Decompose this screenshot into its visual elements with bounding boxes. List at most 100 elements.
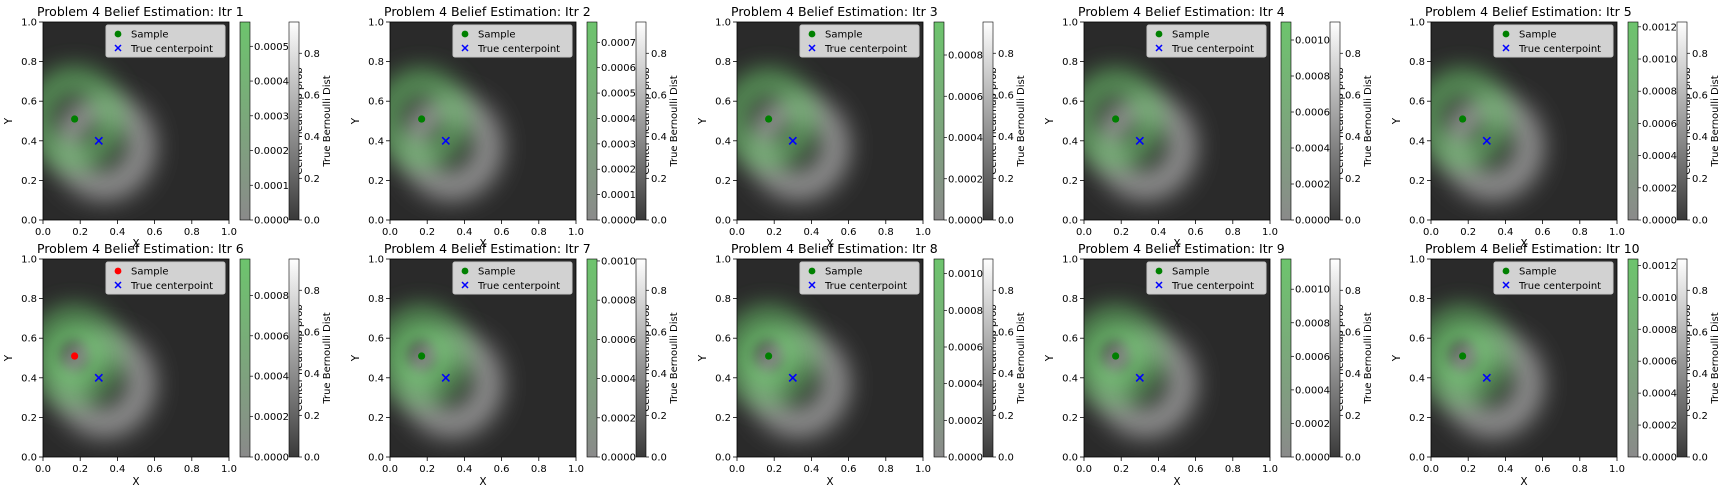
colorbar-bernoulli-tick-label: 0.4 [651, 132, 667, 143]
x-tick-label: 0.6 [841, 464, 857, 475]
y-tick-label: 0.4 [21, 373, 37, 384]
legend-box [452, 261, 573, 295]
colorbar-heat-bar [1280, 258, 1292, 458]
colorbar-bernoulli-tick-label: 0.4 [304, 132, 320, 143]
x-axis-label: X [1173, 476, 1180, 488]
true-centerpoint-marker [1135, 373, 1144, 382]
colorbar-bernoulli-tick-label: 0.4 [998, 132, 1014, 143]
plot-frame [389, 21, 577, 221]
x-tick-label: 0.0 [1423, 464, 1439, 475]
panel-title: Problem 4 Belief Estimation: Itr 3 [731, 4, 938, 19]
plot-frame [42, 258, 230, 458]
colorbar-bernoulli-tick-label: 0.6 [1692, 327, 1708, 338]
colorbar-bernoulli-tick-label: 0.8 [1692, 286, 1708, 297]
y-tick-label: 0.0 [21, 216, 37, 227]
y-tick-label: 0.4 [715, 136, 731, 147]
true-centerpoint-marker [788, 373, 797, 382]
x-tick-label: 0.4 [456, 464, 472, 475]
y-axis-label: Y [1044, 354, 1056, 362]
panel-9: Problem 4 Belief Estimation: Itr 9 0.0 0.2… [1044, 241, 1374, 488]
y-tick-label: 0.4 [1062, 136, 1078, 147]
heatmap [1084, 71, 1195, 199]
panel-6: Problem 4 Belief Estimation: Itr 6 0.0 0.2… [3, 241, 333, 488]
panel-title: Problem 4 Belief Estimation: Itr 2 [384, 4, 591, 19]
plot-frame [1083, 258, 1271, 458]
y-tick-label: 0.0 [368, 216, 384, 227]
colorbar-bernoulli-tick-label: 0.0 [1692, 216, 1708, 227]
colorbar-heat-tick-label: 0.0000 [1295, 216, 1330, 227]
y-tick-label: 0.4 [715, 373, 731, 384]
y-tick-label: 0.0 [1062, 453, 1078, 464]
colorbar-heat-tick-label: 0.0004 [601, 374, 636, 385]
legend-sample-label: Sample [825, 30, 863, 41]
colorbar-heat-bar [933, 21, 945, 221]
colorbar-bernoulli-tick-label: 0.0 [1345, 216, 1361, 227]
colorbar-heat-bar [239, 258, 251, 458]
legend-box [799, 24, 920, 58]
colorbar-heat-tick-label: 0.0010 [1642, 55, 1677, 66]
colorbar-heat-bar [933, 258, 945, 458]
colorbar-bernoulli-tick-label: 0.8 [998, 49, 1014, 60]
colorbar-heat-tick-label: 0.0002 [1295, 180, 1330, 191]
heatmap [390, 71, 501, 199]
x-tick-label: 0.8 [1225, 464, 1241, 475]
colorbar-bernoulli: 0.0 0.2 0.4 0.6 0.8 True Bernoulli Dist [1676, 258, 1721, 464]
legend: Sample True centerpoint [1493, 261, 1614, 295]
colorbar-heat-tick-label: 0.0004 [601, 114, 636, 125]
legend-box [1146, 24, 1267, 58]
legend-centerpoint-marker [114, 281, 122, 289]
legend: Sample True centerpoint [452, 24, 573, 58]
y-tick-label: 0.0 [1062, 216, 1078, 227]
colorbar-heat: 0.0000 0.0001 0.0002 0.0003 0.0004 0.0005 0.00… [586, 21, 652, 227]
heatmap [390, 308, 501, 436]
colorbar-heat-label: Center heatmap prob [1335, 67, 1346, 174]
colorbar-bernoulli-tick-label: 0.6 [304, 327, 320, 338]
legend-box [105, 24, 226, 58]
panel-7: Problem 4 Belief Estimation: Itr 7 0.0 0.2… [350, 241, 680, 488]
legend-sample-label: Sample [1519, 267, 1557, 278]
colorbar-heat-tick-label: 0.0002 [601, 165, 636, 176]
panel-title: Problem 4 Belief Estimation: Itr 5 [1425, 4, 1632, 19]
y-axis-label: Y [1391, 117, 1403, 125]
heatmap [1431, 308, 1542, 436]
colorbar-bernoulli-tick-label: 0.4 [304, 369, 320, 380]
x-tick-label: 0.0 [1423, 227, 1439, 238]
x-tick-label: 0.8 [184, 227, 200, 238]
colorbar-heat-tick-label: 0.0000 [1295, 453, 1330, 464]
y-tick-label: 0.8 [715, 294, 731, 305]
y-tick-label: 0.0 [21, 453, 37, 464]
legend-centerpoint-label: True centerpoint [477, 281, 560, 292]
belief-ring [390, 71, 467, 167]
x-tick-label: 0.4 [1497, 464, 1513, 475]
colorbar-heat-tick-label: 0.0006 [1295, 108, 1330, 119]
x-tick-label: 1.0 [1609, 464, 1625, 475]
plot-frame [736, 258, 924, 458]
x-tick-label: 0.8 [1572, 464, 1588, 475]
colorbar-bernoulli-tick-label: 0.2 [998, 174, 1014, 185]
colorbar-heat-tick-label: 0.0004 [254, 372, 289, 383]
x-tick-label: 0.2 [1460, 464, 1476, 475]
colorbar-bernoulli-tick-label: 0.2 [304, 174, 320, 185]
belief-ring [1435, 327, 1490, 385]
panel-title: Problem 4 Belief Estimation: Itr 9 [1078, 241, 1285, 256]
x-tick-label: 1.0 [1609, 227, 1625, 238]
panel-1: Problem 4 Belief Estimation: Itr 1 0.0 0.2… [3, 4, 333, 250]
panel-title: Problem 4 Belief Estimation: Itr 6 [37, 241, 244, 256]
legend-sample-marker [1155, 267, 1163, 275]
colorbar-bernoulli-tick-label: 0.4 [998, 369, 1014, 380]
x-tick-label: 0.8 [1572, 227, 1588, 238]
plot-frame [1430, 21, 1618, 221]
colorbar-heat-tick-label: 0.0005 [601, 89, 636, 100]
colorbar-bernoulli: 0.0 0.2 0.4 0.6 0.8 True Bernoulli Dist [1329, 258, 1374, 464]
y-tick-label: 0.2 [1062, 413, 1078, 424]
colorbar-bernoulli-bar [1329, 21, 1341, 221]
x-tick-label: 0.0 [1076, 464, 1092, 475]
legend-centerpoint-marker [1502, 281, 1510, 289]
colorbar-heat-tick-label: 0.0010 [601, 256, 636, 267]
legend-centerpoint-marker [808, 44, 816, 52]
x-tick-label: 0.2 [1113, 464, 1129, 475]
legend-sample-marker [808, 267, 816, 275]
true-centerpoint-marker [788, 136, 797, 145]
colorbar-bernoulli-tick-label: 0.0 [651, 453, 667, 464]
colorbar-heat-tick-label: 0.0002 [948, 174, 983, 185]
